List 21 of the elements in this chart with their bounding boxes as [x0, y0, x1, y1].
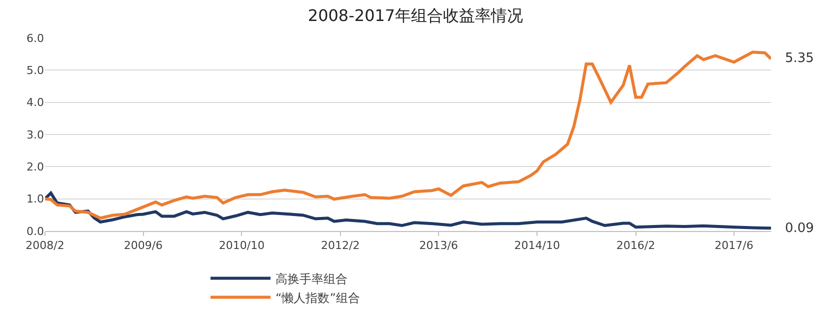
y-tick-label: 4.0	[26, 96, 44, 110]
y-tick-label: 0.0	[26, 224, 44, 238]
y-tick-label: 6.0	[26, 32, 44, 45]
legend-label: “懒人指数”组合	[276, 290, 360, 305]
x-tick-label: 2009/6	[124, 239, 163, 252]
x-tick-label: 2014/10	[514, 239, 560, 252]
annotation: 0.09	[785, 221, 814, 236]
y-tick-label: 1.0	[26, 192, 44, 206]
y-tick-label: 5.0	[26, 64, 44, 78]
chart-title: 2008-2017年组合收益率情况	[308, 6, 524, 25]
x-tick-label: 2017/6	[714, 239, 754, 252]
y-tick-label: 2.0	[26, 160, 44, 174]
line-series	[45, 50, 771, 220]
legend-label: 高换手率组合	[276, 272, 348, 286]
y-tick-label: 3.0	[26, 128, 44, 142]
x-tick-label: 2016/2	[616, 239, 656, 252]
x-tick-label: 2013/6	[419, 239, 458, 252]
annotation: 5.35	[785, 51, 814, 66]
x-tick-label: 2010/10	[218, 239, 265, 252]
x-tick-label: 2012/2	[321, 239, 360, 252]
x-tick-label: 2008/2	[26, 239, 64, 252]
